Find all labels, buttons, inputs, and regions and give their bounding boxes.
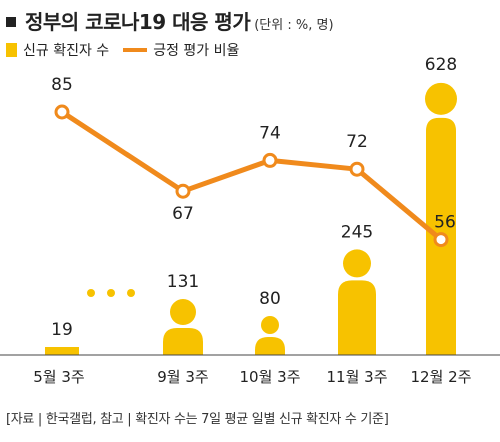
legend-item-line: 긍정 평가 비율 [123,40,239,60]
bar-value-label-3: 245 [341,222,373,242]
x-tick-label-0: 5월 3주 [33,368,84,386]
line-point-2 [262,152,278,168]
line-series-path [60,109,443,242]
bar-body-1 [163,328,203,355]
title-row: 정부의 코로나19 대응 평가 (단위 : %, 명) [6,6,334,35]
legend-line-swatch [123,48,148,52]
gap-dot-0 [87,289,95,297]
legend-line-label: 긍정 평가 비율 [153,43,240,59]
source-note: [자료 | 한국갤럽, 참고 | 확진자 수는 7일 평균 일별 신규 확진자 … [6,412,389,427]
gap-dot-2 [127,289,135,297]
bar-value-label-2: 80 [259,289,281,309]
bar-head-4 [425,82,457,115]
x-tick-label-2: 10월 3주 [240,368,301,386]
line-value-label-1: 67 [172,204,194,224]
line-point-0 [54,104,70,120]
legend: 신규 확진자 수 긍정 평가 비율 [6,40,253,60]
legend-bar-label: 신규 확진자 수 [23,43,110,59]
bar-head-2 [261,316,279,334]
bar-body-3 [338,280,376,355]
bar-head-3 [343,249,371,278]
bar-0 [45,347,79,355]
line-value-label-3: 72 [346,132,368,152]
x-tick-label-4: 12월 2주 [411,368,472,386]
bar-head-1 [170,299,196,326]
line-value-label-4: 56 [434,213,456,233]
line-point-3 [349,161,365,177]
title-square-icon [6,17,16,27]
bar-value-label-1: 131 [167,272,199,292]
bar-2 [255,316,285,355]
bar-value-label-4: 628 [425,55,457,75]
x-tick-label-1: 9월 3주 [157,368,208,386]
bar-value-label-0: 19 [51,320,73,340]
line-value-label-2: 74 [259,123,281,143]
chart-unit: (단위 : %, 명) [254,18,334,33]
bar-1 [163,299,203,355]
bar-3 [338,249,376,355]
chart-title: 정부의 코로나19 대응 평가 [25,10,251,34]
gap-dot-1 [107,289,115,297]
bar-body-2 [255,337,285,355]
line-value-label-0: 85 [51,75,73,95]
legend-item-bar: 신규 확진자 수 [6,40,109,60]
x-tick-label-3: 11월 3주 [327,368,388,386]
line-point-1 [175,183,191,199]
legend-bar-swatch [6,43,17,57]
line-point-4 [433,232,449,248]
